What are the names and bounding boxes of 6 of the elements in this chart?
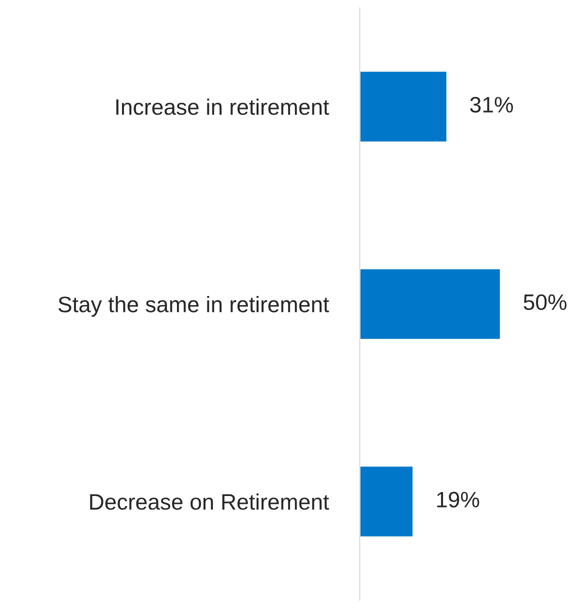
data-label: 31% xyxy=(470,96,513,113)
y-tick-label: Decrease on Retirement xyxy=(90,493,330,510)
y-tick-label: Stay the same in retirement xyxy=(58,296,330,317)
data-label: 50% xyxy=(524,294,566,310)
data-label: 19% xyxy=(437,492,480,508)
y-tick-label: Increase in retirement xyxy=(116,98,330,115)
